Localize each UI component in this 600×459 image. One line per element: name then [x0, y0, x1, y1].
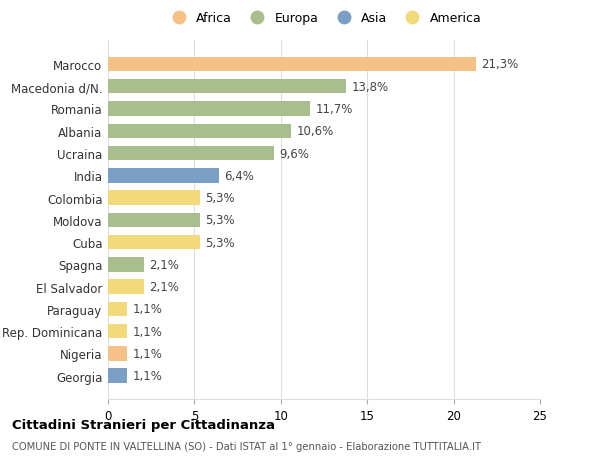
Text: 2,1%: 2,1%	[149, 258, 179, 271]
Text: 21,3%: 21,3%	[481, 58, 518, 71]
Bar	[108, 324, 127, 339]
Bar	[108, 102, 310, 117]
Text: 1,1%: 1,1%	[132, 302, 162, 316]
Text: 9,6%: 9,6%	[279, 147, 309, 160]
Bar	[108, 257, 144, 272]
Text: 1,1%: 1,1%	[132, 369, 162, 382]
Bar	[108, 191, 200, 205]
Bar	[108, 280, 144, 294]
Text: 5,3%: 5,3%	[205, 236, 235, 249]
Bar	[108, 347, 127, 361]
Text: 10,6%: 10,6%	[296, 125, 334, 138]
Text: 2,1%: 2,1%	[149, 280, 179, 293]
Bar	[108, 235, 200, 250]
Bar	[108, 80, 346, 94]
Legend: Africa, Europa, Asia, America: Africa, Europa, Asia, America	[164, 10, 484, 28]
Bar	[108, 124, 291, 139]
Bar	[108, 146, 274, 161]
Bar	[108, 168, 218, 183]
Text: COMUNE DI PONTE IN VALTELLINA (SO) - Dati ISTAT al 1° gennaio - Elaborazione TUT: COMUNE DI PONTE IN VALTELLINA (SO) - Dat…	[12, 441, 481, 451]
Bar	[108, 57, 476, 72]
Text: 6,4%: 6,4%	[224, 169, 254, 182]
Text: 11,7%: 11,7%	[316, 103, 353, 116]
Bar	[108, 369, 127, 383]
Bar	[108, 302, 127, 316]
Text: 5,3%: 5,3%	[205, 214, 235, 227]
Text: 5,3%: 5,3%	[205, 191, 235, 205]
Text: 1,1%: 1,1%	[132, 325, 162, 338]
Bar	[108, 213, 200, 228]
Text: Cittadini Stranieri per Cittadinanza: Cittadini Stranieri per Cittadinanza	[12, 418, 275, 431]
Text: 1,1%: 1,1%	[132, 347, 162, 360]
Text: 13,8%: 13,8%	[352, 80, 389, 94]
